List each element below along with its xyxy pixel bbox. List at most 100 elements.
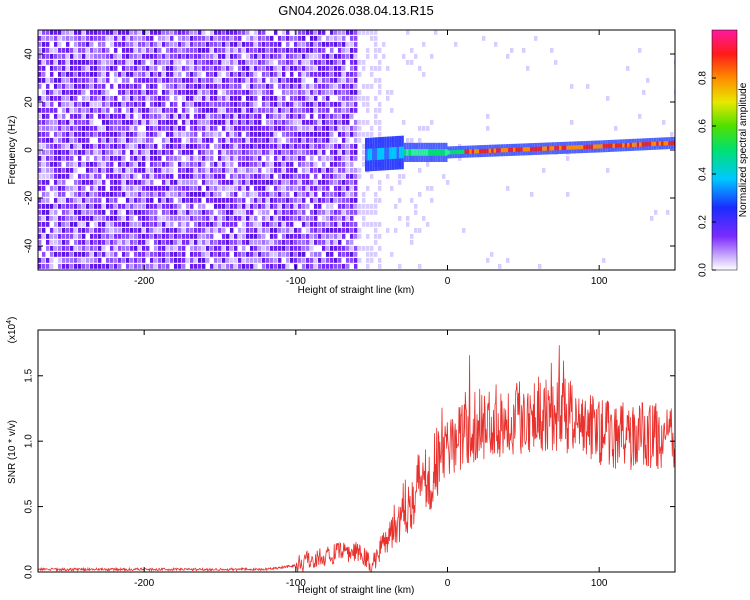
heatmap-cell	[378, 48, 382, 53]
heatmap-cell	[186, 132, 190, 137]
heatmap-cell	[246, 36, 250, 41]
heatmap-cell	[234, 222, 238, 227]
heatmap-cell	[322, 120, 326, 125]
heatmap-cell	[90, 246, 94, 251]
heatmap-cell	[414, 54, 418, 59]
heatmap-cell	[114, 168, 118, 173]
heatmap-cell	[202, 150, 206, 155]
heatmap-cell	[182, 216, 186, 221]
spectrogram-ytick-label: 0	[24, 147, 35, 153]
heatmap-cell	[338, 222, 342, 227]
heatmap-cell	[186, 198, 190, 203]
heatmap-cell	[82, 264, 86, 269]
heatmap-cell	[214, 90, 218, 95]
heatmap-cell	[334, 120, 338, 125]
heatmap-cell	[82, 204, 86, 209]
heatmap-cell	[218, 186, 222, 191]
heatmap-cell	[110, 60, 114, 65]
heatmap-cell	[174, 228, 178, 233]
heatmap-cell	[150, 216, 154, 221]
heatmap-cell	[90, 240, 94, 245]
heatmap-cell	[258, 204, 262, 209]
heatmap-cell	[310, 192, 314, 197]
heatmap-cell	[66, 30, 70, 35]
heatmap-cell	[186, 42, 190, 47]
heatmap-cell	[162, 144, 166, 149]
heatmap-cell	[370, 72, 374, 77]
heatmap-cell	[146, 210, 150, 215]
heatmap-cell	[286, 192, 290, 197]
heatmap-cell	[278, 126, 282, 131]
heatmap-cell	[246, 258, 250, 263]
heatmap-cell	[342, 60, 346, 65]
heatmap-cell	[230, 120, 234, 125]
heatmap-cell	[202, 234, 206, 239]
heatmap-cell	[186, 162, 190, 167]
heatmap-cell	[214, 102, 218, 107]
heatmap-cell	[78, 36, 82, 41]
heatmap-cell	[66, 60, 70, 65]
heatmap-cell	[302, 144, 306, 149]
heatmap-cell	[198, 114, 202, 119]
heatmap-cell	[58, 102, 62, 107]
heatmap-cell	[294, 54, 298, 59]
heatmap-cell	[338, 258, 342, 263]
heatmap-cell	[110, 96, 114, 101]
heatmap-cell	[338, 168, 342, 173]
heatmap-cell	[54, 114, 58, 119]
heatmap-cell	[102, 216, 106, 221]
heatmap-cell	[118, 54, 122, 59]
heatmap-cell	[306, 48, 310, 53]
heatmap-cell	[266, 66, 270, 71]
heatmap-cell	[334, 168, 338, 173]
heatmap-cell	[298, 240, 302, 245]
heatmap-cell	[202, 210, 206, 215]
heatmap-cell	[102, 186, 106, 191]
heatmap-cell	[178, 180, 182, 185]
heatmap-cell	[206, 60, 210, 65]
heatmap-cell	[250, 120, 254, 125]
heatmap-cell	[338, 126, 342, 131]
heatmap-cell	[202, 54, 206, 59]
heatmap-cell	[214, 240, 218, 245]
heatmap-cell	[274, 132, 278, 137]
heatmap-cell	[62, 264, 66, 269]
heatmap-cell	[262, 210, 266, 215]
heatmap-cell	[86, 240, 90, 245]
heatmap-cell	[278, 168, 282, 173]
heatmap-cell	[90, 204, 94, 209]
heatmap-cell	[138, 138, 142, 143]
heatmap-cell	[66, 102, 70, 107]
heatmap-cell	[198, 168, 202, 173]
heatmap-cell	[298, 60, 302, 65]
heatmap-cell	[130, 54, 134, 59]
heatmap-cell	[266, 126, 270, 131]
heatmap-cell	[226, 84, 230, 89]
heatmap-cell	[234, 168, 238, 173]
heatmap-cell	[358, 174, 362, 179]
heatmap-cell	[182, 126, 186, 131]
heatmap-cell	[146, 90, 150, 95]
heatmap-cell	[318, 198, 322, 203]
heatmap-cell	[126, 228, 130, 233]
heatmap-cell	[226, 204, 230, 209]
heatmap-cell	[374, 42, 378, 47]
heatmap-cell	[262, 54, 266, 59]
heatmap-cell	[226, 96, 230, 101]
heatmap-cell	[370, 222, 374, 227]
heatmap-cell	[230, 108, 234, 113]
heatmap-cell	[106, 150, 110, 155]
heatmap-cell	[374, 114, 378, 119]
heatmap-cell	[70, 210, 74, 215]
heatmap-cell	[130, 234, 134, 239]
heatmap-cell	[58, 258, 62, 263]
heatmap-cell	[50, 72, 54, 77]
heatmap-cell	[94, 30, 98, 35]
heatmap-cell	[222, 90, 226, 95]
heatmap-cell	[314, 60, 318, 65]
heatmap-cell	[82, 192, 86, 197]
heatmap-cell	[294, 144, 298, 149]
heatmap-cell	[278, 174, 282, 179]
heatmap-cell	[58, 72, 62, 77]
